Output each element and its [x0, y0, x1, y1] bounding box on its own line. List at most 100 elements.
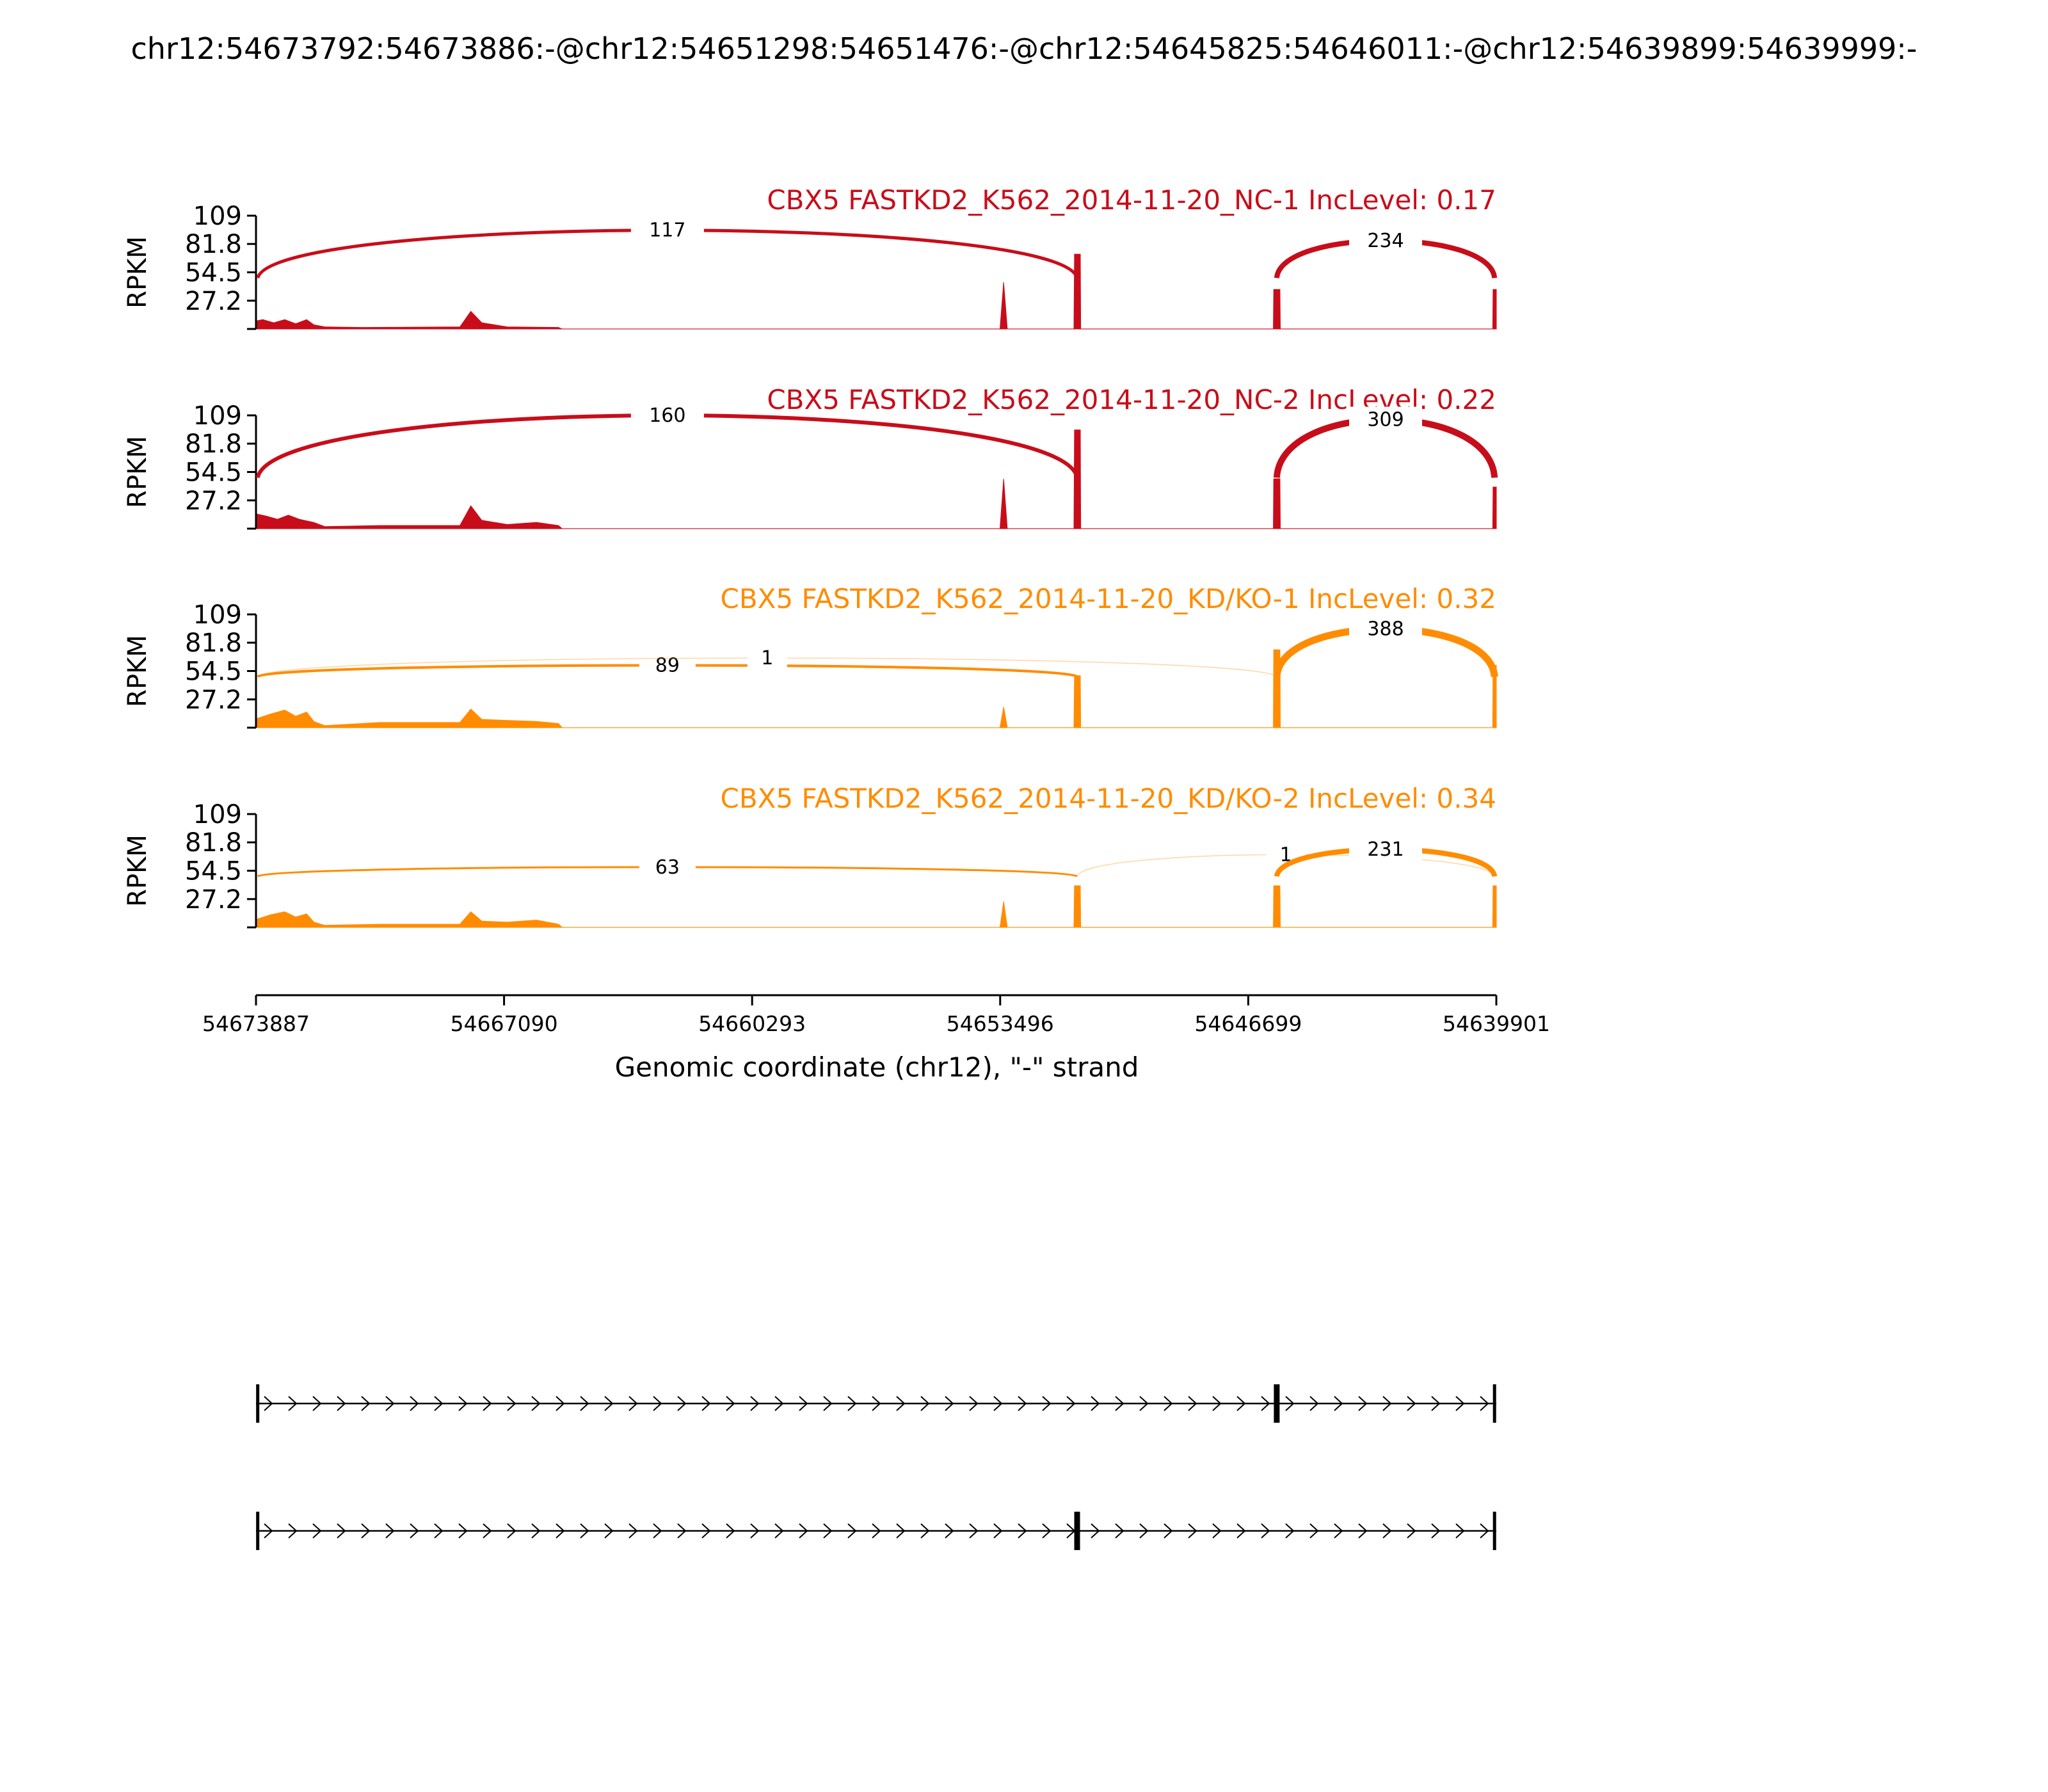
strand-arrow	[385, 1523, 395, 1539]
strand-arrow	[337, 1396, 346, 1411]
y-tick-label: 109	[193, 800, 242, 829]
strand-arrow	[1334, 1523, 1343, 1539]
strand-arrow	[580, 1396, 589, 1411]
x-tick-label: 54673887	[202, 1011, 310, 1036]
chart-title: chr12:54673792:54673886:-@chr12:54651298…	[131, 31, 1917, 66]
junction-label-bg	[1349, 406, 1423, 433]
strand-arrow	[507, 1523, 516, 1539]
strand-arrow	[920, 1523, 930, 1539]
strand-arrow	[531, 1396, 541, 1411]
strand-arrow	[1164, 1523, 1173, 1539]
isoform-exon2	[256, 1512, 1496, 1550]
junction-label: 388	[1367, 618, 1404, 641]
strand-arrow	[1188, 1396, 1197, 1411]
strand-arrow	[288, 1396, 298, 1411]
strand-arrow	[361, 1396, 371, 1411]
y-axis-label: RPKM	[123, 635, 152, 707]
strand-arrow	[1334, 1396, 1343, 1411]
strand-arrow	[677, 1396, 687, 1411]
junction-label: 160	[649, 404, 685, 427]
strand-arrow	[1236, 1396, 1246, 1411]
y-tick-label: 54.5	[185, 857, 242, 886]
junction-label-bg	[1349, 836, 1423, 863]
strand-arrow	[847, 1396, 857, 1411]
y-tick-label: 54.5	[185, 259, 242, 288]
strand-arrow	[1382, 1396, 1392, 1411]
strand-arrow	[1042, 1396, 1052, 1411]
strand-arrow	[1455, 1396, 1465, 1411]
x-axis-label: Genomic coordinate (chr12), "-" strand	[615, 1052, 1139, 1083]
junction-label-bg	[630, 403, 704, 428]
y-tick-label: 81.8	[185, 828, 242, 858]
y-axis-label: RPKM	[123, 436, 152, 508]
strand-arrow	[264, 1396, 273, 1411]
strand-arrow	[1407, 1396, 1416, 1411]
strand-arrow	[920, 1396, 930, 1411]
y-tick-label: 81.8	[185, 628, 242, 658]
strand-arrow	[653, 1523, 662, 1539]
x-tick-label: 54660293	[698, 1011, 806, 1036]
junction-label: 63	[655, 856, 680, 879]
strand-arrow	[434, 1523, 444, 1539]
strand-arrow	[556, 1396, 565, 1411]
strand-arrow	[312, 1396, 322, 1411]
track-title: CBX5 FASTKD2_K562_2014-11-20_KD/KO-1 Inc…	[721, 583, 1496, 614]
junction-label: 89	[655, 655, 680, 677]
strand-arrow	[483, 1523, 492, 1539]
strand-arrow	[1164, 1396, 1173, 1411]
strand-arrow	[1285, 1396, 1295, 1411]
strand-arrow	[1309, 1396, 1319, 1411]
strand-arrow	[1115, 1523, 1124, 1539]
strand-arrow	[945, 1396, 954, 1411]
strand-arrow	[1358, 1396, 1368, 1411]
x-tick-label: 54646699	[1194, 1011, 1302, 1036]
strand-arrow	[628, 1396, 638, 1411]
strand-arrow	[993, 1523, 1003, 1539]
y-tick-label: 109	[193, 401, 242, 431]
strand-arrow	[896, 1523, 906, 1539]
strand-arrow	[1382, 1523, 1392, 1539]
strand-arrow	[774, 1396, 784, 1411]
x-tick-label: 54653496	[947, 1011, 1054, 1036]
strand-arrow	[726, 1396, 735, 1411]
strand-arrow	[774, 1523, 784, 1539]
strand-arrow	[531, 1523, 541, 1539]
junction-label-bg	[639, 652, 696, 678]
strand-arrow	[896, 1396, 906, 1411]
strand-arrow	[1480, 1396, 1489, 1411]
strand-arrow	[1236, 1523, 1246, 1539]
strand-arrow	[628, 1523, 638, 1539]
strand-arrow	[726, 1523, 735, 1539]
strand-arrow	[653, 1396, 662, 1411]
strand-arrow	[1091, 1523, 1100, 1539]
strand-arrow	[1285, 1523, 1295, 1539]
strand-arrow	[385, 1396, 395, 1411]
strand-arrow	[337, 1523, 346, 1539]
isoform-models	[256, 1384, 1496, 1550]
y-tick-label: 54.5	[185, 657, 242, 687]
junction-label: 1	[761, 647, 773, 669]
y-axis-label: RPKM	[123, 236, 152, 308]
strand-arrow	[847, 1523, 857, 1539]
y-tick-label: 109	[193, 202, 242, 231]
junction-label: 231	[1367, 838, 1404, 861]
y-tick-label: 81.8	[185, 429, 242, 459]
strand-arrow	[1042, 1523, 1052, 1539]
strand-arrow	[361, 1523, 371, 1539]
junction-label-bg	[747, 645, 787, 671]
junction-label: 309	[1367, 408, 1404, 431]
strand-arrow	[1091, 1396, 1100, 1411]
strand-arrow	[1115, 1396, 1124, 1411]
strand-arrow	[1139, 1396, 1149, 1411]
strand-arrow	[750, 1523, 760, 1539]
strand-arrow	[993, 1396, 1003, 1411]
track-title: CBX5 FASTKD2_K562_2014-11-20_NC-1 IncLev…	[767, 184, 1496, 216]
junction-label: 1	[1280, 844, 1292, 866]
strand-arrow	[1358, 1523, 1368, 1539]
strand-arrow	[799, 1523, 808, 1539]
y-tick-label: 27.2	[185, 685, 242, 715]
strand-arrow	[1261, 1396, 1270, 1411]
track-title: CBX5 FASTKD2_K562_2014-11-20_KD/KO-2 Inc…	[721, 783, 1496, 814]
strand-arrow	[604, 1396, 614, 1411]
